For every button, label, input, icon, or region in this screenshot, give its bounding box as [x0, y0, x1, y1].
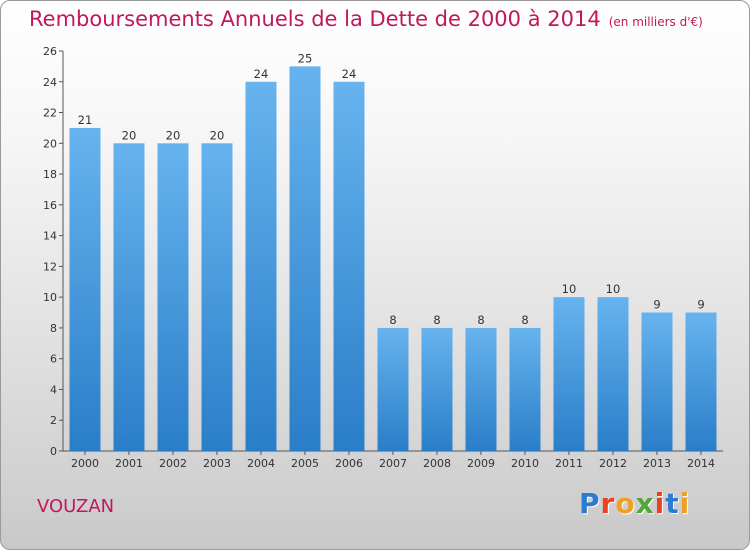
- y-tick-label: 22: [43, 107, 57, 120]
- data-label-2007: 8: [389, 313, 396, 327]
- bar-2008: [421, 327, 453, 451]
- y-tick-label: 20: [43, 137, 57, 150]
- bar-2013: [641, 312, 673, 451]
- bar-2006: [333, 81, 365, 452]
- data-label-2003: 20: [210, 128, 225, 142]
- x-tick-label-2000: 2000: [71, 457, 99, 470]
- x-tick-label-2010: 2010: [511, 457, 539, 470]
- y-tick-label: 14: [43, 230, 57, 243]
- data-label-2005: 25: [298, 51, 313, 65]
- x-tick-label-2011: 2011: [555, 457, 583, 470]
- x-tick-label-2009: 2009: [467, 457, 495, 470]
- logo-letter: i: [654, 487, 666, 520]
- chart-title-text: Remboursements Annuels de la Dette de 20…: [29, 7, 601, 31]
- data-label-2013: 9: [653, 298, 660, 312]
- bar-series: 21 20 20 20 24 25 24 8 8 8 8 10 10 9 9: [69, 51, 717, 452]
- logo-letter: o: [615, 487, 636, 520]
- bar-2003: [201, 143, 233, 452]
- y-tick-label: 26: [43, 45, 57, 58]
- commune-name: VOUZAN: [37, 496, 115, 517]
- logo-letter: t: [665, 487, 680, 520]
- chart-title: Remboursements Annuels de la Dette de 20…: [29, 7, 703, 31]
- bar-2000: [69, 127, 101, 451]
- y-tick-label: 2: [50, 414, 57, 427]
- x-tick-label-2007: 2007: [379, 457, 407, 470]
- data-label-2004: 24: [254, 67, 269, 81]
- data-label-2002: 20: [166, 128, 181, 142]
- y-tick-label: 24: [43, 76, 57, 89]
- y-tick-label: 18: [43, 168, 57, 181]
- logo-letter: P: [579, 487, 601, 520]
- y-tick-label: 8: [50, 322, 57, 335]
- proxiti-logo[interactable]: Proxiti: [579, 487, 690, 520]
- data-label-2006: 24: [342, 67, 357, 81]
- data-label-2001: 20: [122, 128, 137, 142]
- bar-2014: [685, 312, 717, 451]
- x-axis: 2000 2001 2002 2003 2004 2005 2006 2007 2008 2009…: [63, 450, 723, 470]
- x-tick-label-2003: 2003: [203, 457, 231, 470]
- x-tick-label-2005: 2005: [291, 457, 319, 470]
- bar-2001: [113, 143, 145, 452]
- data-label-2012: 10: [606, 282, 621, 296]
- y-tick-label: 16: [43, 199, 57, 212]
- y-tick-label: 12: [43, 260, 57, 273]
- bar-2012: [597, 297, 629, 451]
- x-tick-label-2002: 2002: [159, 457, 187, 470]
- data-label-2011: 10: [562, 282, 577, 296]
- y-tick-label: 0: [50, 445, 57, 458]
- logo-letter: i: [679, 487, 691, 520]
- x-tick-label-2004: 2004: [247, 457, 275, 470]
- bar-2007: [377, 327, 409, 451]
- data-label-2009: 8: [477, 313, 484, 327]
- x-tick-label-2012: 2012: [599, 457, 627, 470]
- bar-2005: [289, 66, 321, 451]
- data-label-2000: 21: [78, 113, 93, 127]
- bar-2004: [245, 81, 277, 452]
- bar-2009: [465, 327, 497, 451]
- chart-unit-label: (en milliers d'€): [608, 15, 703, 29]
- y-tick-label: 10: [43, 291, 57, 304]
- x-tick-label-2014: 2014: [687, 457, 715, 470]
- data-label-2008: 8: [433, 313, 440, 327]
- x-tick-label-2001: 2001: [115, 457, 143, 470]
- logo-letter: x: [635, 487, 655, 520]
- x-tick-label-2013: 2013: [643, 457, 671, 470]
- y-tick-label: 6: [50, 353, 57, 366]
- x-tick-label-2008: 2008: [423, 457, 451, 470]
- bar-2002: [157, 143, 189, 452]
- bar-2010: [509, 327, 541, 451]
- data-label-2010: 8: [521, 313, 528, 327]
- bar-2011: [553, 297, 585, 451]
- data-label-2014: 9: [697, 298, 704, 312]
- y-tick-label: 4: [50, 383, 57, 396]
- x-tick-label-2006: 2006: [335, 457, 363, 470]
- logo-letter: r: [600, 487, 616, 520]
